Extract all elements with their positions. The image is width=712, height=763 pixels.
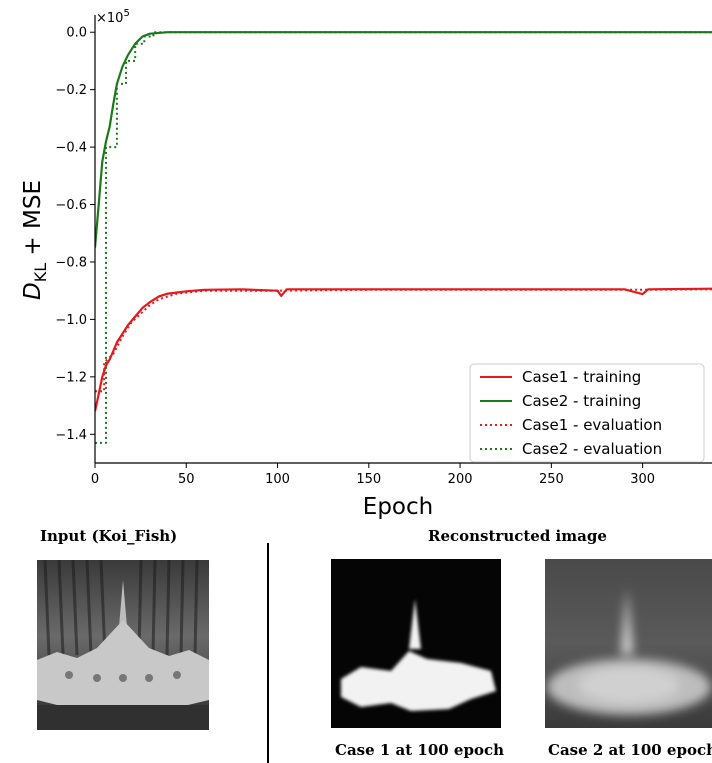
x-tick-label: 250 [539, 472, 564, 487]
y-tick-label: −1.2 [55, 370, 87, 385]
x-tick-label: 200 [448, 472, 473, 487]
reconstructed-image-title: Reconstructed image [428, 527, 607, 545]
y-tick-label: −1.0 [55, 313, 87, 328]
panel-divider [267, 543, 269, 763]
x-tick-label: 100 [265, 472, 290, 487]
legend: Case1 - training Case2 - training Case1 - … [469, 363, 705, 463]
legend-box [469, 363, 705, 463]
y-tick-label: −0.6 [55, 198, 87, 213]
x-tick-label: 300 [630, 472, 655, 487]
y-tick-label: −1.4 [55, 428, 87, 443]
case1-caption: Case 1 at 100 epoch [335, 741, 505, 759]
series-line-case1-evaluation [95, 288, 712, 393]
legend-label-case1-evaluation: Case1 - evaluation [522, 416, 662, 434]
input-image-title: Input (Koi_Fish) [40, 527, 178, 545]
case1-reconstruction-image [331, 559, 501, 728]
legend-label-case1-training: Case1 - training [522, 368, 641, 386]
series-line-case2-training [95, 31, 712, 248]
legend-label-case2-training: Case2 - training [522, 392, 641, 410]
x-tick-label: 50 [178, 472, 195, 487]
y-axis-title: DKL + MSE [20, 180, 50, 300]
case2-caption: Case 2 at 100 epoch [548, 741, 712, 759]
y-tick-label: −0.8 [55, 255, 87, 270]
case2-reconstruction-image [545, 559, 712, 728]
y-tick-label: 0.0 [66, 26, 87, 41]
legend-label-case2-evaluation: Case2 - evaluation [522, 440, 662, 458]
x-axis-title: Epoch [363, 494, 433, 520]
input-koi-fish-image [37, 560, 209, 730]
x-tick-label: 0 [91, 472, 99, 487]
series-group [95, 31, 712, 444]
y-multiplier: ×105 [96, 8, 130, 26]
loss-chart: 0 50 100 150 200 250 300 −1.4 −1.2 −1.0 −0.8 −0.6 −0… [20, 8, 712, 520]
ticks-group: 0 50 100 150 200 250 300 −1.4 −1.2 −1.0 −0.8 −0.6 −0… [55, 26, 655, 487]
x-tick-label: 150 [356, 472, 381, 487]
y-tick-label: −0.4 [55, 141, 87, 156]
y-tick-label: −0.2 [55, 83, 87, 98]
